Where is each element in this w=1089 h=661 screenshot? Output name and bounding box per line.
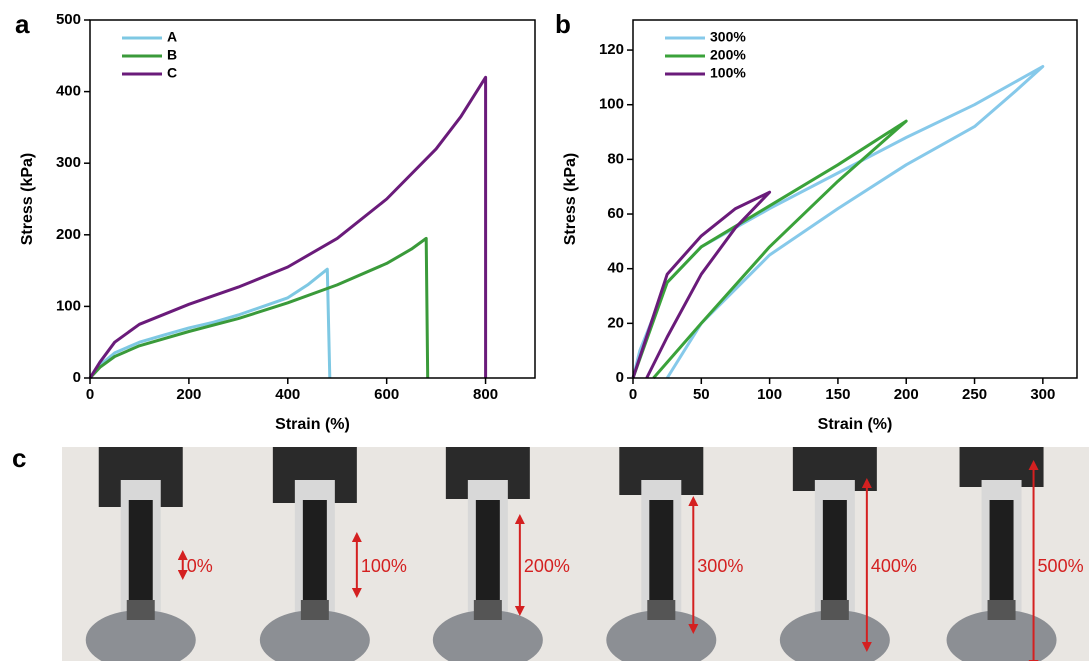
y-tick-label: 20 bbox=[607, 314, 624, 331]
x-tick-label: 50 bbox=[693, 386, 710, 403]
y-axis-label: Stress (kPa) bbox=[19, 153, 36, 246]
x-tick-label: 100 bbox=[757, 386, 782, 403]
plot-frame bbox=[632, 19, 1078, 379]
rig-clamp bbox=[647, 600, 676, 620]
x-tick-label: 200 bbox=[176, 386, 201, 403]
rig-clamp bbox=[300, 600, 329, 620]
rig-clamp bbox=[126, 600, 155, 620]
strain-label: 200% bbox=[524, 556, 570, 576]
x-tick-label: 0 bbox=[86, 386, 94, 403]
series-line bbox=[631, 190, 772, 379]
rig-base bbox=[432, 610, 543, 661]
series-line bbox=[88, 267, 332, 379]
y-tick-label: 300 bbox=[56, 154, 81, 171]
y-tick-label: 60 bbox=[607, 205, 624, 222]
legend-label: 200% bbox=[710, 47, 746, 63]
strain-label: 400% bbox=[871, 556, 917, 576]
y-tick-label: 400 bbox=[56, 83, 81, 100]
series-line bbox=[631, 119, 908, 379]
plot-frame bbox=[89, 19, 536, 379]
legend-label: A bbox=[167, 29, 177, 45]
y-tick-label: 40 bbox=[607, 260, 624, 277]
x-tick-label: 250 bbox=[962, 386, 987, 403]
rig-base bbox=[85, 610, 196, 661]
panel-label: a bbox=[15, 9, 30, 39]
legend-label: C bbox=[167, 65, 177, 81]
rig-base bbox=[259, 610, 370, 661]
strain-label: 0% bbox=[187, 556, 213, 576]
y-tick-label: 120 bbox=[599, 41, 624, 58]
legend-label: 100% bbox=[710, 65, 746, 81]
x-tick-label: 800 bbox=[473, 386, 498, 403]
y-tick-label: 0 bbox=[73, 369, 81, 386]
strain-label: 300% bbox=[697, 556, 743, 576]
x-tick-label: 200 bbox=[894, 386, 919, 403]
x-axis-label: Strain (%) bbox=[818, 416, 893, 433]
y-tick-label: 200 bbox=[56, 226, 81, 243]
legend-label: B bbox=[167, 47, 177, 63]
x-tick-label: 150 bbox=[825, 386, 850, 403]
y-tick-label: 500 bbox=[56, 11, 81, 28]
x-tick-label: 300 bbox=[1030, 386, 1055, 403]
legend-label: 300% bbox=[710, 29, 746, 45]
x-tick-label: 600 bbox=[374, 386, 399, 403]
x-tick-label: 400 bbox=[275, 386, 300, 403]
rig-clamp bbox=[987, 600, 1016, 620]
y-tick-label: 100 bbox=[56, 297, 81, 314]
y-axis-label: Stress (kPa) bbox=[562, 153, 579, 246]
y-tick-label: 0 bbox=[616, 369, 624, 386]
rig-clamp bbox=[820, 600, 849, 620]
series-line bbox=[88, 236, 430, 380]
x-tick-label: 0 bbox=[629, 386, 637, 403]
y-tick-label: 100 bbox=[599, 96, 624, 113]
strain-label: 100% bbox=[361, 556, 407, 576]
strain-label: 500% bbox=[1038, 556, 1084, 576]
series-line bbox=[88, 75, 488, 379]
y-tick-label: 80 bbox=[607, 150, 624, 167]
panel-label: c bbox=[12, 443, 26, 473]
x-axis-label: Strain (%) bbox=[275, 416, 350, 433]
panel-label: b bbox=[555, 9, 571, 39]
rig-clamp bbox=[473, 600, 502, 620]
